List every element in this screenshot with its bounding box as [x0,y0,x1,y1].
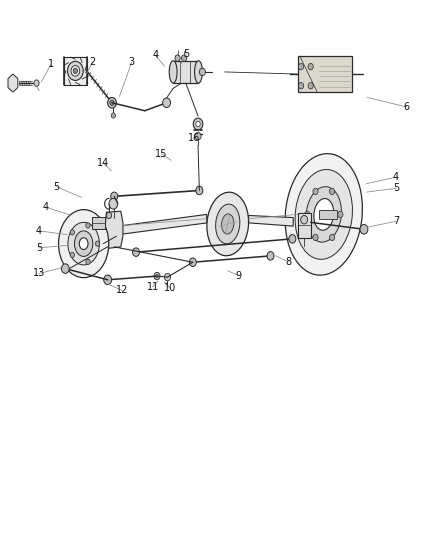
Circle shape [308,83,313,89]
Ellipse shape [79,238,88,249]
Text: 3: 3 [129,58,135,67]
Circle shape [154,272,160,280]
Circle shape [111,113,116,118]
Circle shape [298,83,304,89]
Ellipse shape [194,61,202,83]
Circle shape [196,122,200,127]
Bar [297,213,311,238]
Text: 10: 10 [164,284,176,293]
Circle shape [70,252,74,257]
Bar [319,210,337,219]
Ellipse shape [215,204,240,244]
Circle shape [298,63,304,70]
Ellipse shape [295,169,353,260]
Ellipse shape [222,214,234,234]
Text: 5: 5 [53,182,60,192]
Polygon shape [8,74,18,92]
Text: 13: 13 [33,269,45,278]
Circle shape [162,98,170,108]
Circle shape [104,275,112,285]
Text: 5: 5 [393,183,399,193]
Ellipse shape [306,187,342,242]
Polygon shape [249,215,293,226]
Circle shape [108,98,117,108]
Text: 4: 4 [393,172,399,182]
Text: 15: 15 [155,149,168,159]
Circle shape [360,224,368,234]
Polygon shape [119,214,207,235]
Ellipse shape [314,199,334,230]
Circle shape [133,248,140,256]
Circle shape [70,230,74,235]
Circle shape [86,259,90,264]
Text: 16: 16 [187,133,200,143]
Text: 4: 4 [36,226,42,236]
Circle shape [308,63,313,70]
Text: 5: 5 [36,243,42,253]
Circle shape [164,273,170,281]
Bar [297,56,352,92]
Ellipse shape [68,222,99,265]
Circle shape [111,192,118,200]
Circle shape [300,215,307,224]
Circle shape [193,118,203,130]
Circle shape [338,211,343,217]
Text: 12: 12 [116,286,128,295]
Circle shape [86,223,90,228]
Circle shape [175,55,180,61]
Circle shape [313,234,318,240]
Circle shape [95,241,100,246]
Text: 14: 14 [97,158,110,168]
Circle shape [109,198,118,209]
Circle shape [106,212,112,219]
Text: 5: 5 [183,49,189,59]
Circle shape [329,234,335,240]
Ellipse shape [285,154,362,275]
Ellipse shape [59,209,109,278]
Ellipse shape [74,231,93,256]
Bar [64,57,87,85]
Text: 4: 4 [42,202,48,212]
Polygon shape [106,211,123,248]
Text: 4: 4 [152,51,159,60]
Text: 2: 2 [89,58,95,67]
Circle shape [71,66,80,76]
Text: 1: 1 [48,60,54,69]
Circle shape [199,68,205,76]
Circle shape [61,264,69,273]
Circle shape [267,252,274,260]
Circle shape [195,133,201,140]
Circle shape [289,235,296,243]
Ellipse shape [169,61,177,83]
Ellipse shape [207,192,249,256]
Text: 8: 8 [285,257,291,266]
Circle shape [189,258,196,266]
Circle shape [155,274,158,278]
Text: 9: 9 [236,271,242,280]
Circle shape [34,80,39,86]
Text: 7: 7 [393,216,399,227]
Circle shape [110,100,114,106]
Circle shape [329,188,335,195]
Circle shape [181,55,187,61]
Circle shape [67,61,83,80]
Circle shape [73,68,78,74]
Circle shape [313,188,318,195]
Circle shape [304,211,310,217]
Bar [173,61,198,83]
Bar [92,217,105,229]
Text: 6: 6 [404,102,410,112]
Circle shape [196,186,203,195]
Text: 11: 11 [146,282,159,292]
